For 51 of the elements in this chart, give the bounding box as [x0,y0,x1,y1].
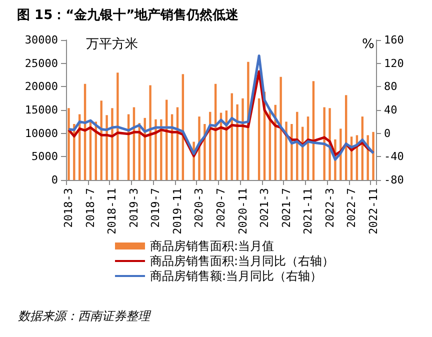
y2-tick-label: 40 [384,104,398,116]
bar [111,108,114,180]
y-tick-label: 10000 [24,126,58,140]
x-tick-label: 2018-7 [84,188,97,228]
x-tick-label: 2021-11 [302,188,315,234]
line-series [67,54,375,161]
y2-tick-label: 0 [384,126,391,140]
y2-tick-label: 80 [384,80,398,94]
y2-axis-title: % [362,37,374,52]
bar [68,108,70,180]
x-tick-label: 2020-7 [214,188,228,228]
x-tick-label: 2021-7 [280,188,293,228]
y2-tick-label: 160 [384,34,404,46]
y-axis-title: 万平方米 [86,36,138,52]
bar [323,107,326,180]
chart-title: 图 15：“金九银十”地产销售仍然低迷 [17,7,240,23]
y2-tick-label: 120 [384,56,404,70]
x-tick-label: 2019-11 [170,188,184,234]
x-tick-label: 2019-3 [127,188,140,228]
x-tick-label: 2018-3 [62,188,76,228]
bar [280,76,282,180]
x-tick-label: 2022-3 [323,188,336,228]
bar [160,119,162,180]
bar [154,119,157,180]
bar [285,122,288,180]
legend-label: 商品房销售面积:当月值 [150,239,274,253]
x-tick-label: 2018-11 [106,188,119,234]
x-tick-label: 2022-7 [345,188,358,228]
x-tick-label: 2020-11 [236,188,250,234]
bar [149,85,152,180]
y-tick-label: 5000 [32,150,58,164]
y-tick-label: 0 [51,174,58,186]
y2-tick-label: -40 [384,150,404,164]
bar [242,98,244,180]
y-tick-label: 15000 [24,104,58,116]
y-tick-label: 20000 [24,80,58,94]
x-tick-label: 2019-7 [149,188,162,228]
x-tick-label: 2020-3 [192,188,206,228]
bar [372,132,374,180]
x-tick-label: 2021-3 [258,188,272,228]
y-tick-label: 25000 [24,56,58,70]
legend-label: 商品房销售额:当月同比（右轴） [150,269,322,283]
y2-tick-label: -80 [384,174,404,186]
bar [258,98,260,180]
x-tick-label: 2022-11 [366,188,380,234]
source-note: 数据来源：西南证券整理 [18,309,152,323]
bar [236,104,238,180]
bar [106,115,108,180]
legend-label: 商品房销售面积:当月同比（右轴） [150,254,334,268]
y-tick-label: 30000 [24,34,58,46]
bar [116,72,119,180]
